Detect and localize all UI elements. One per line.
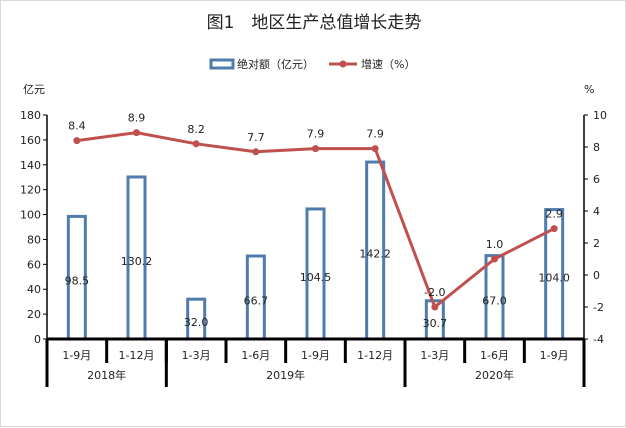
bar-data-label: 98.5	[65, 275, 90, 288]
y2-axis-label: %	[584, 83, 594, 96]
line-point	[252, 148, 260, 156]
bar-data-label: 104.5	[300, 271, 332, 284]
bar-data-label: 142.2	[359, 248, 391, 261]
y2-tick-label: 2	[593, 237, 600, 250]
line-point	[550, 225, 558, 233]
legend-bar-swatch	[209, 58, 235, 70]
x-tick-label: 1-12月	[357, 349, 393, 362]
y-tick-label: 40	[27, 283, 41, 296]
y2-tick-label: 8	[593, 141, 600, 154]
y-tick-label: 120	[20, 184, 41, 197]
bar-data-label: 32.0	[184, 316, 209, 329]
line-point	[73, 137, 81, 145]
x-group-label: 2018年	[87, 368, 126, 382]
y-tick-label: 60	[27, 258, 41, 271]
y2-tick-label: 10	[593, 109, 607, 122]
y2-tick-label: 0	[593, 269, 600, 282]
y-axis-label: 亿元	[23, 83, 45, 96]
line-data-label: 7.9	[366, 128, 384, 141]
y2-tick-label: -2	[593, 301, 604, 314]
line-data-label: 7.7	[247, 131, 265, 144]
x-tick-label: 1-9月	[540, 349, 569, 362]
line-point	[133, 129, 140, 137]
line-point	[371, 145, 379, 153]
y-tick-label: 180	[20, 109, 41, 122]
line-data-label: 7.9	[307, 128, 325, 141]
legend-bar-label: 绝对额（亿元）	[237, 57, 314, 71]
y-tick-label: 80	[27, 233, 41, 246]
x-tick-label: 1-9月	[62, 349, 91, 362]
y2-tick-label: 6	[593, 173, 600, 186]
line-data-label: 1.0	[486, 238, 504, 251]
x-tick-label: 1-6月	[241, 349, 270, 362]
y2-tick-label: 4	[593, 205, 600, 218]
y2-tick-label: -4	[593, 333, 604, 346]
line-point	[491, 255, 498, 263]
bar-data-label: 67.0	[482, 294, 507, 307]
bar-data-label: 104.0	[538, 271, 570, 284]
line-data-label: -2.0	[424, 286, 445, 299]
x-tick-label: 1-12月	[119, 349, 155, 362]
x-tick-label: 1-3月	[182, 349, 211, 362]
legend-line-marker	[339, 60, 347, 68]
y-tick-label: 0	[34, 333, 41, 346]
line-data-label: 2.9	[545, 208, 563, 221]
x-tick-label: 1-6月	[480, 349, 509, 362]
y-tick-label: 20	[27, 308, 41, 321]
y-tick-label: 140	[20, 159, 41, 172]
bar-data-label: 66.7	[244, 294, 269, 307]
line-point	[192, 140, 200, 148]
line-data-label: 8.4	[68, 120, 86, 133]
x-group-label: 2019年	[266, 368, 305, 382]
x-group-label: 2020年	[475, 368, 514, 382]
line-data-label: 8.9	[128, 112, 146, 125]
x-tick-label: 1-9月	[301, 349, 330, 362]
legend-line-label: 增速（%）	[361, 57, 415, 71]
bar-data-label: 130.2	[121, 255, 153, 268]
line-point	[312, 145, 319, 153]
x-tick-label: 1-3月	[420, 349, 449, 362]
line-data-label: 8.2	[187, 123, 205, 136]
line-point	[431, 303, 439, 311]
chart-title: 图1 地区生产总值增长走势	[207, 13, 422, 33]
y-tick-label: 100	[20, 209, 41, 222]
y-tick-label: 160	[20, 134, 41, 147]
bar-data-label: 30.7	[423, 317, 448, 330]
